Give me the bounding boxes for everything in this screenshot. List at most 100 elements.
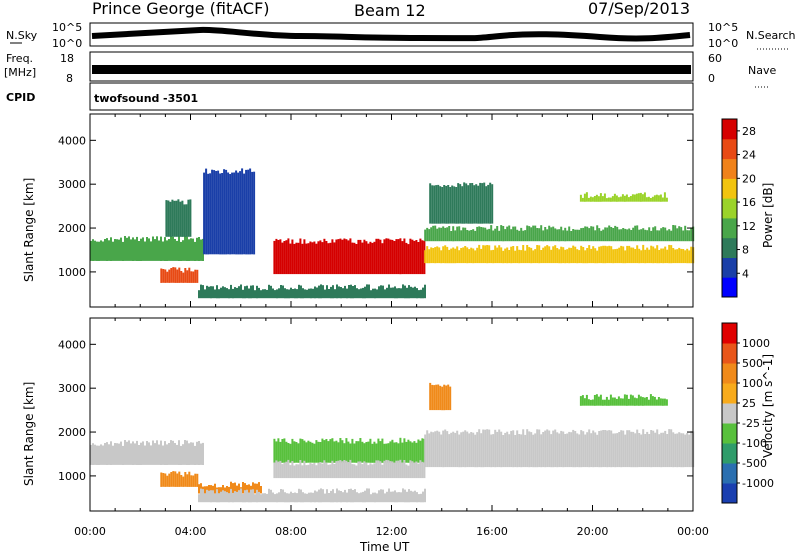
heatmap-cell (273, 438, 276, 463)
heatmap-cell (605, 396, 608, 406)
heatmap-cell (414, 286, 416, 299)
heatmap-cell (220, 487, 222, 494)
heatmap-cell (327, 243, 330, 275)
heatmap-cell (343, 460, 346, 479)
heatmap-cell (591, 399, 594, 406)
heatmap-cell (390, 287, 392, 299)
heatmap-cell (413, 441, 416, 463)
heatmap-cell (586, 226, 589, 242)
heatmap-cell (381, 243, 384, 275)
heatmap-cell (244, 286, 246, 299)
heatmap-cell (534, 433, 537, 468)
heatmap-cell (407, 244, 410, 275)
heatmap-cell (483, 182, 486, 224)
heatmap-cell (208, 490, 210, 503)
heatmap-cell (419, 238, 422, 275)
heatmap-cell (204, 493, 206, 503)
heatmap-cell (609, 394, 612, 406)
heatmap-cell (474, 250, 477, 264)
heatmap-cell (198, 494, 200, 503)
heatmap-cell (387, 460, 390, 479)
heatmap-cell (294, 492, 296, 503)
heatmap-cell (242, 289, 244, 299)
heatmap-cell (490, 225, 493, 242)
heatmap-cell (650, 430, 653, 468)
heatmap-cell (638, 248, 641, 264)
heatmap-cell (146, 237, 148, 261)
heatmap-cell (289, 243, 292, 275)
heatmap-cell (264, 493, 266, 503)
cpid-program: twofsound (94, 92, 159, 105)
colorbar-swatch (722, 237, 737, 258)
heatmap-cell (336, 284, 338, 299)
heatmap-cell (369, 463, 372, 479)
heatmap-cell (382, 489, 384, 503)
heatmap-cell (164, 441, 166, 465)
heatmap-cell (468, 249, 471, 264)
heatmap-cell (350, 284, 352, 299)
heatmap-cell (343, 443, 346, 463)
heatmap-cell (572, 229, 575, 242)
heatmap-cell (488, 228, 491, 242)
heatmap-cell (586, 432, 589, 468)
heatmap-cell (104, 239, 106, 261)
heatmap-cell (421, 438, 424, 463)
heatmap-cell (387, 443, 390, 463)
heatmap-cell (212, 490, 214, 503)
heatmap-cell (354, 489, 356, 503)
heatmap-cell (345, 460, 348, 479)
heatmap-cell (144, 241, 146, 261)
heatmap-cell (680, 248, 683, 264)
heatmap-cell (106, 238, 108, 261)
heatmap-cell (277, 438, 280, 463)
heatmap-cell (298, 488, 300, 503)
heatmap-cell (256, 285, 258, 299)
heatmap-cell (307, 243, 310, 275)
colorbar-tick-label: -1000 (742, 477, 774, 490)
heatmap-cell (222, 286, 224, 299)
heatmap-cell (284, 492, 286, 503)
heatmap-cell (560, 430, 563, 468)
heatmap-cell (272, 492, 274, 503)
heatmap-cell (333, 441, 336, 463)
heatmap-cell (616, 248, 619, 264)
heatmap-cell (635, 398, 638, 406)
heatmap-cell (564, 249, 567, 264)
heatmap-cell (226, 492, 228, 503)
heatmap-cell (653, 195, 656, 202)
heatmap-cell (655, 194, 658, 202)
heatmap-cell (624, 228, 627, 242)
heatmap-cell (240, 488, 242, 503)
heatmap-cell (608, 430, 611, 468)
heatmap-cell (622, 246, 625, 264)
heatmap-cell (409, 441, 412, 463)
heatmap-cell (383, 239, 386, 275)
heatmap-cell (347, 441, 350, 463)
heatmap-cell (356, 492, 358, 503)
heatmap-cell (160, 440, 162, 465)
heatmap-cell (478, 226, 481, 242)
heatmap-cell (104, 443, 106, 465)
heatmap-cell (420, 289, 422, 299)
heatmap-cell (299, 460, 302, 479)
heatmap-cell (449, 187, 452, 224)
heatmap-cell (401, 462, 404, 479)
cpid-label: CPID (6, 91, 35, 104)
heatmap-cell (184, 472, 187, 487)
heatmap-cell (436, 228, 439, 242)
heatmap-cell (415, 461, 418, 479)
heatmap-cell (228, 289, 230, 299)
heatmap-cell (581, 197, 584, 202)
heatmap-cell (484, 245, 487, 264)
colorbar-tick-label: 28 (742, 125, 756, 138)
heatmap-cell (604, 227, 607, 242)
heatmap-cell (184, 268, 187, 283)
heatmap-cell (370, 290, 372, 299)
heatmap-cell (638, 229, 641, 242)
heatmap-cell (442, 430, 445, 468)
heatmap-cell (176, 269, 179, 283)
freq-label-1: Freq. (6, 52, 33, 65)
heatmap-cell (262, 289, 264, 299)
heatmap-cell (224, 287, 226, 299)
heatmap-cell (530, 227, 533, 242)
